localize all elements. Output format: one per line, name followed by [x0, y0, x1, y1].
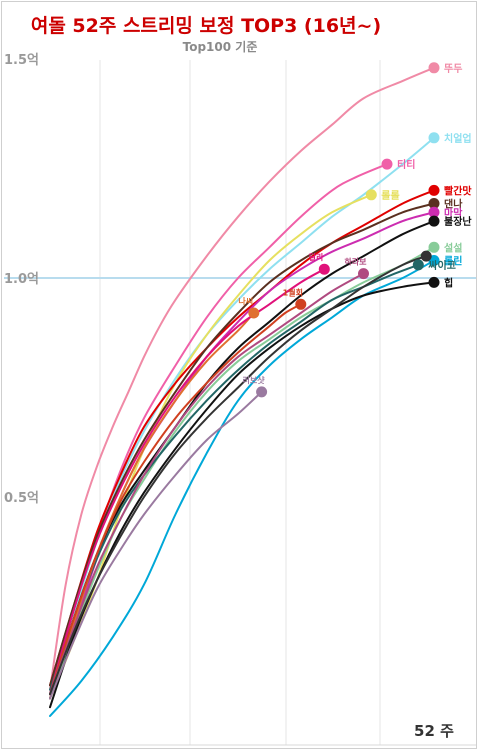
series-end-marker — [428, 206, 440, 218]
series-end-marker — [428, 276, 440, 288]
series-end-marker — [428, 132, 440, 144]
series-line — [49, 246, 435, 700]
series-line — [49, 312, 255, 700]
series-line — [49, 136, 435, 696]
y-tick-label: 0.5억 — [4, 491, 39, 506]
series-end-marker — [428, 62, 440, 74]
series-end-label: 빨간맛 — [444, 184, 472, 197]
y-tick-label: 1.0억 — [4, 272, 39, 287]
series-line — [49, 272, 365, 696]
series-end-marker — [318, 263, 330, 275]
x-axis-label: 52 주 — [414, 722, 454, 740]
series-line — [49, 255, 428, 696]
series-line — [49, 66, 435, 691]
series-end-marker — [365, 189, 377, 201]
series-end-label: 힙 — [444, 276, 453, 289]
series-line — [49, 303, 302, 696]
series-end-marker — [412, 259, 424, 271]
series-end-label: 달라 — [309, 252, 324, 262]
y-tick-layer: 0.5억 1.0억 1.5억 — [4, 53, 39, 506]
series-end-label: 롤롤 — [381, 190, 399, 202]
series-end-marker — [420, 250, 432, 262]
grid-layer — [50, 60, 476, 746]
marker-layer — [248, 62, 440, 398]
series-line — [49, 259, 435, 717]
series-end-marker — [358, 268, 369, 280]
series-end-marker — [256, 386, 268, 398]
series-layer — [49, 66, 435, 717]
series-end-label: 나씨 — [238, 296, 253, 306]
series-end-label: 롤린 — [444, 255, 462, 268]
series-line — [49, 390, 263, 700]
series-end-marker — [428, 184, 440, 196]
chart-title: 여돌 52주 스트리밍 보정 TOP3 (16년~) — [31, 15, 381, 37]
series-end-label: 댄나 — [444, 198, 463, 211]
series-end-marker — [248, 307, 260, 319]
series-end-label: 티티 — [397, 158, 415, 171]
series-end-marker — [381, 158, 393, 170]
series-end-label: 하라보 — [344, 257, 367, 267]
series-line — [49, 211, 435, 700]
series-end-label: 불장난 — [444, 215, 472, 228]
series-end-label: 싸이코 — [428, 259, 456, 272]
series-end-marker — [295, 298, 307, 310]
series-end-label: 치얼업 — [444, 132, 472, 145]
series-end-label: 설설 — [444, 241, 462, 254]
series-end-marker — [428, 198, 440, 209]
series-end-label: 러브샷 — [243, 375, 266, 385]
series-line — [49, 189, 435, 687]
series-line — [49, 202, 435, 687]
series-line — [49, 268, 326, 696]
series-end-marker — [428, 215, 440, 227]
series-end-label: 뚜두 — [444, 63, 462, 75]
series-end-label: 마막 — [444, 206, 463, 219]
chart-subtitle: Top100 기준 — [183, 39, 258, 54]
y-tick-label: 1.5억 — [4, 53, 39, 68]
series-end-marker — [428, 241, 440, 253]
series-end-label: 1월회 — [283, 287, 303, 297]
